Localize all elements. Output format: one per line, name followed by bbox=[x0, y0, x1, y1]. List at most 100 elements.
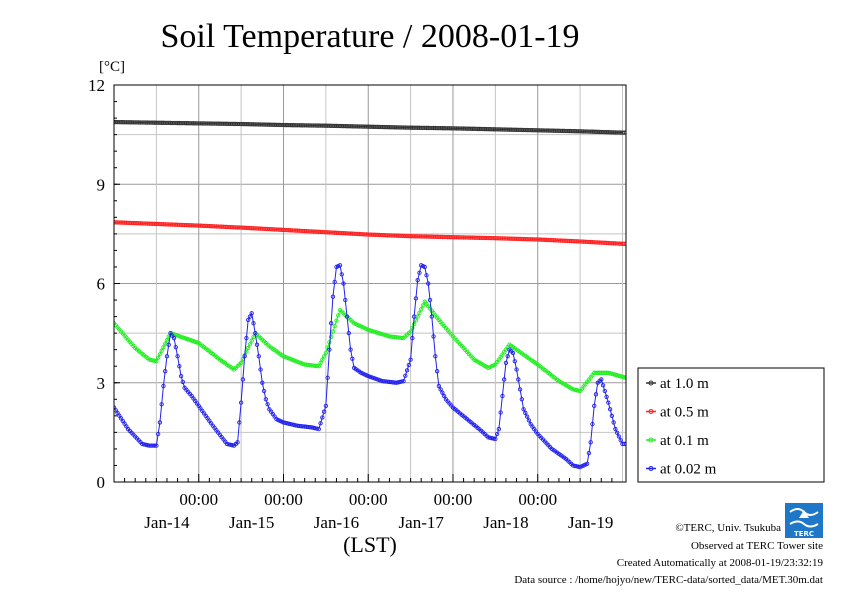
logo-background bbox=[785, 503, 823, 538]
y-tick-label: 6 bbox=[97, 275, 106, 294]
x-tick-date-label: Jan-18 bbox=[483, 513, 528, 532]
series-point bbox=[155, 355, 161, 360]
series-point bbox=[152, 358, 157, 363]
series-point bbox=[524, 414, 530, 419]
series-point bbox=[253, 330, 258, 336]
series-point bbox=[502, 377, 507, 382]
series-point bbox=[616, 434, 622, 439]
series-point bbox=[346, 330, 351, 336]
series-point bbox=[242, 354, 247, 359]
series-point bbox=[249, 338, 254, 343]
copyright-text: ©TERC, Univ. Tsukuba bbox=[675, 522, 781, 534]
x-tick-date-label: Jan-15 bbox=[229, 513, 274, 532]
data-source-text: Data source : /home/hojyo/new/TERC-data/… bbox=[514, 574, 823, 586]
series-point bbox=[585, 461, 590, 466]
series-point bbox=[329, 321, 334, 326]
y-tick-label: 3 bbox=[97, 374, 106, 393]
series-point bbox=[433, 354, 438, 359]
series-point bbox=[161, 383, 166, 389]
series-point bbox=[420, 303, 426, 308]
series-point bbox=[318, 421, 323, 426]
series-point bbox=[600, 383, 606, 388]
series-point bbox=[417, 270, 422, 275]
series-point bbox=[155, 431, 161, 437]
series-point bbox=[260, 380, 265, 385]
series-point bbox=[526, 418, 532, 423]
series-point bbox=[339, 272, 344, 277]
series-point bbox=[157, 352, 163, 357]
series-point bbox=[403, 373, 408, 378]
series-point bbox=[408, 329, 413, 334]
series-point bbox=[164, 354, 170, 359]
terc-logo: TERC bbox=[785, 503, 823, 538]
series-point bbox=[240, 377, 246, 382]
series-point bbox=[261, 388, 267, 394]
series-point bbox=[161, 345, 166, 350]
series-point bbox=[246, 317, 251, 323]
x-tick-date-label: Jan-17 bbox=[399, 513, 445, 532]
series-point bbox=[399, 335, 404, 341]
series-point bbox=[586, 450, 592, 456]
series-point bbox=[314, 363, 320, 369]
series-point bbox=[332, 279, 337, 284]
series-point bbox=[178, 373, 184, 379]
series-point bbox=[249, 311, 254, 316]
series-point bbox=[424, 273, 429, 278]
series-point bbox=[238, 400, 244, 405]
series-point bbox=[163, 369, 168, 374]
series-point bbox=[244, 335, 249, 341]
series-point bbox=[321, 354, 327, 359]
series-point bbox=[503, 360, 509, 366]
series-point bbox=[316, 364, 321, 369]
series-point bbox=[592, 403, 597, 409]
series-point bbox=[251, 321, 256, 326]
series-point bbox=[235, 440, 240, 445]
series-point bbox=[316, 426, 321, 432]
series-point bbox=[493, 436, 498, 442]
series-point bbox=[606, 400, 611, 405]
series-point bbox=[514, 367, 519, 372]
x-tick-date-label: Jan-14 bbox=[144, 513, 190, 532]
x-tick-time-label: 00:00 bbox=[434, 490, 473, 509]
series-point bbox=[431, 334, 436, 339]
series-point bbox=[417, 310, 422, 316]
series-point bbox=[323, 350, 329, 356]
series-point bbox=[427, 297, 433, 303]
series-point bbox=[406, 362, 411, 368]
series-point bbox=[426, 281, 431, 286]
series-point bbox=[330, 329, 336, 334]
series-point bbox=[177, 364, 182, 369]
logo-text: TERC bbox=[794, 530, 814, 538]
series-point bbox=[609, 413, 615, 418]
series-point bbox=[604, 394, 609, 399]
series-point bbox=[613, 426, 618, 432]
series-point bbox=[496, 426, 502, 432]
series-point bbox=[246, 345, 251, 351]
series-point bbox=[336, 313, 341, 318]
series-point bbox=[321, 409, 327, 414]
series-point bbox=[438, 387, 443, 392]
series-point bbox=[500, 393, 505, 399]
series-point bbox=[329, 334, 334, 339]
series-point bbox=[159, 402, 164, 407]
series-point bbox=[154, 359, 159, 364]
x-tick-date-label: Jan-19 bbox=[568, 513, 613, 532]
legend-box bbox=[637, 367, 825, 483]
series-point bbox=[590, 421, 595, 427]
series-point bbox=[419, 306, 424, 312]
series-point bbox=[399, 379, 404, 384]
series-point bbox=[330, 294, 336, 299]
x-tick-time-label: 00:00 bbox=[179, 490, 218, 509]
series-point bbox=[491, 436, 496, 441]
y-axis-ticks: 0 3 6 9 12 bbox=[88, 76, 120, 492]
series-point bbox=[263, 397, 268, 402]
legend-label: at 0.5 m bbox=[660, 405, 709, 421]
legend: at 1.0 m at 0.5 m at 0.1 m at 0.02 m bbox=[637, 367, 825, 483]
series-point bbox=[607, 407, 613, 412]
series-point bbox=[175, 354, 180, 359]
y-unit-label: [°C] bbox=[99, 59, 125, 75]
series-point bbox=[256, 354, 261, 359]
y-tick-label: 9 bbox=[97, 175, 106, 194]
series-point bbox=[318, 360, 323, 366]
